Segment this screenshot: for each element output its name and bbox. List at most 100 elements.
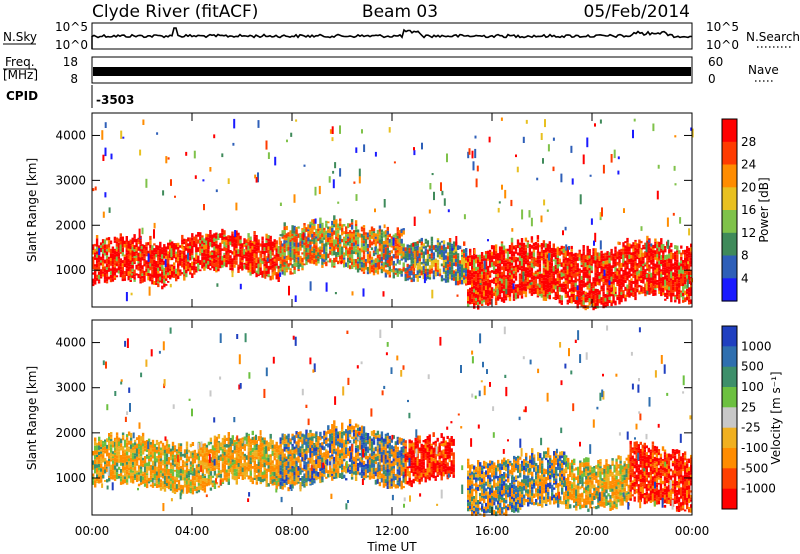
heatmap-cell [207, 481, 211, 486]
heatmap-cell [480, 303, 484, 306]
heatmap-cell [524, 270, 528, 274]
heatmap-cell [674, 272, 677, 275]
heatmap-cell [498, 274, 502, 278]
heatmap-cell [396, 235, 399, 239]
heatmap-cell [512, 294, 516, 299]
heatmap-cell [117, 270, 121, 274]
heatmap-cell [307, 243, 310, 248]
heatmap-cell [183, 262, 186, 266]
heatmap-cell [277, 246, 280, 249]
heatmap-cell [347, 232, 350, 234]
heatmap-cell [181, 470, 185, 474]
heatmap-cell [678, 287, 681, 290]
heatmap-cell [102, 452, 105, 455]
heatmap-speckle [266, 257, 269, 262]
heatmap-cell [283, 232, 286, 235]
heatmap-cell [163, 480, 167, 484]
heatmap-cell [131, 449, 135, 453]
heatmap-speckle [560, 173, 563, 183]
heatmap-cell [686, 256, 689, 259]
heatmap-cell [191, 467, 195, 472]
heatmap-cell [199, 483, 203, 486]
heatmap-cell [257, 263, 260, 268]
noise-search-label: N.Search [746, 30, 800, 44]
heatmap-cell [572, 271, 575, 274]
heatmap-cell [151, 279, 154, 283]
heatmap-cell [195, 261, 198, 264]
heatmap-cell [245, 243, 248, 246]
heatmap-cell [498, 266, 502, 272]
heatmap-speckle [650, 243, 653, 247]
heatmap-cell [313, 232, 316, 236]
heatmap-cell [107, 267, 111, 272]
heatmap-cell [486, 250, 490, 255]
heatmap-cell [634, 269, 637, 273]
heatmap-speckle [428, 209, 431, 214]
heatmap-cell [347, 236, 350, 239]
heatmap-cell [323, 257, 326, 260]
heatmap-cell [564, 286, 567, 290]
heatmap-cell [221, 445, 225, 449]
heatmap-cell [249, 444, 252, 448]
heatmap-cell [618, 270, 621, 275]
heatmap-cell [96, 457, 99, 460]
heatmap-speckle [314, 218, 317, 224]
heatmap-cell [530, 239, 534, 243]
heatmap-cell [410, 273, 413, 276]
heatmap-speckle [362, 288, 365, 297]
heatmap-cell [131, 261, 134, 265]
heatmap-cell [237, 462, 240, 467]
heatmap-cell [606, 266, 609, 271]
heatmap-cell [475, 281, 478, 287]
heatmap-cell [315, 255, 318, 259]
heatmap-cell [586, 249, 589, 253]
heatmap-cell [255, 262, 258, 266]
heatmap-cell [233, 459, 236, 464]
heatmap-cell [352, 251, 356, 254]
heatmap-cell [145, 271, 148, 276]
heatmap-cell [618, 266, 621, 271]
heatmap-cell [327, 237, 330, 242]
heatmap-cell [604, 294, 607, 296]
heatmap-cell [564, 249, 567, 254]
heatmap-cell [253, 463, 256, 468]
heatmap-cell [227, 444, 230, 448]
heatmap-cell [311, 233, 314, 238]
heatmap-cell [510, 279, 514, 283]
heatmap-cell [496, 263, 500, 266]
heatmap-speckle [476, 165, 479, 172]
heatmap-cell [494, 286, 498, 291]
heatmap-cell [644, 291, 647, 294]
heatmap-cell [408, 264, 411, 269]
heatmap-cell [360, 257, 364, 260]
heatmap-cell [161, 463, 165, 466]
heatmap-cell [588, 268, 591, 271]
heatmap-cell [181, 463, 185, 468]
heatmap-cell [125, 461, 129, 465]
heatmap-cell [660, 255, 663, 260]
heatmap-cell [249, 468, 252, 471]
heatmap-cell [616, 251, 619, 257]
heatmap-cell [518, 260, 522, 266]
heatmap-cell [303, 263, 306, 266]
heatmap-cell [428, 277, 432, 280]
heatmap-cell [478, 268, 482, 271]
heatmap-cell [608, 272, 611, 276]
heatmap-cell [259, 469, 262, 473]
heatmap-cell [608, 252, 611, 256]
heatmap-cell [309, 221, 312, 225]
heatmap-cell [646, 279, 649, 283]
heatmap-cell [157, 270, 160, 274]
heatmap-cell [350, 242, 354, 247]
heatmap-cell [201, 243, 204, 247]
heatmap-cell [394, 268, 397, 271]
heatmap-speckle [686, 279, 689, 288]
heatmap-cell [396, 273, 399, 277]
heatmap-cell [315, 249, 318, 252]
heatmap-cell [295, 251, 298, 254]
heatmap-cell [580, 299, 583, 302]
heatmap-cell [129, 461, 133, 465]
heatmap-cell [463, 275, 466, 278]
heatmap-cell [654, 250, 657, 254]
heatmap-cell [193, 257, 196, 262]
